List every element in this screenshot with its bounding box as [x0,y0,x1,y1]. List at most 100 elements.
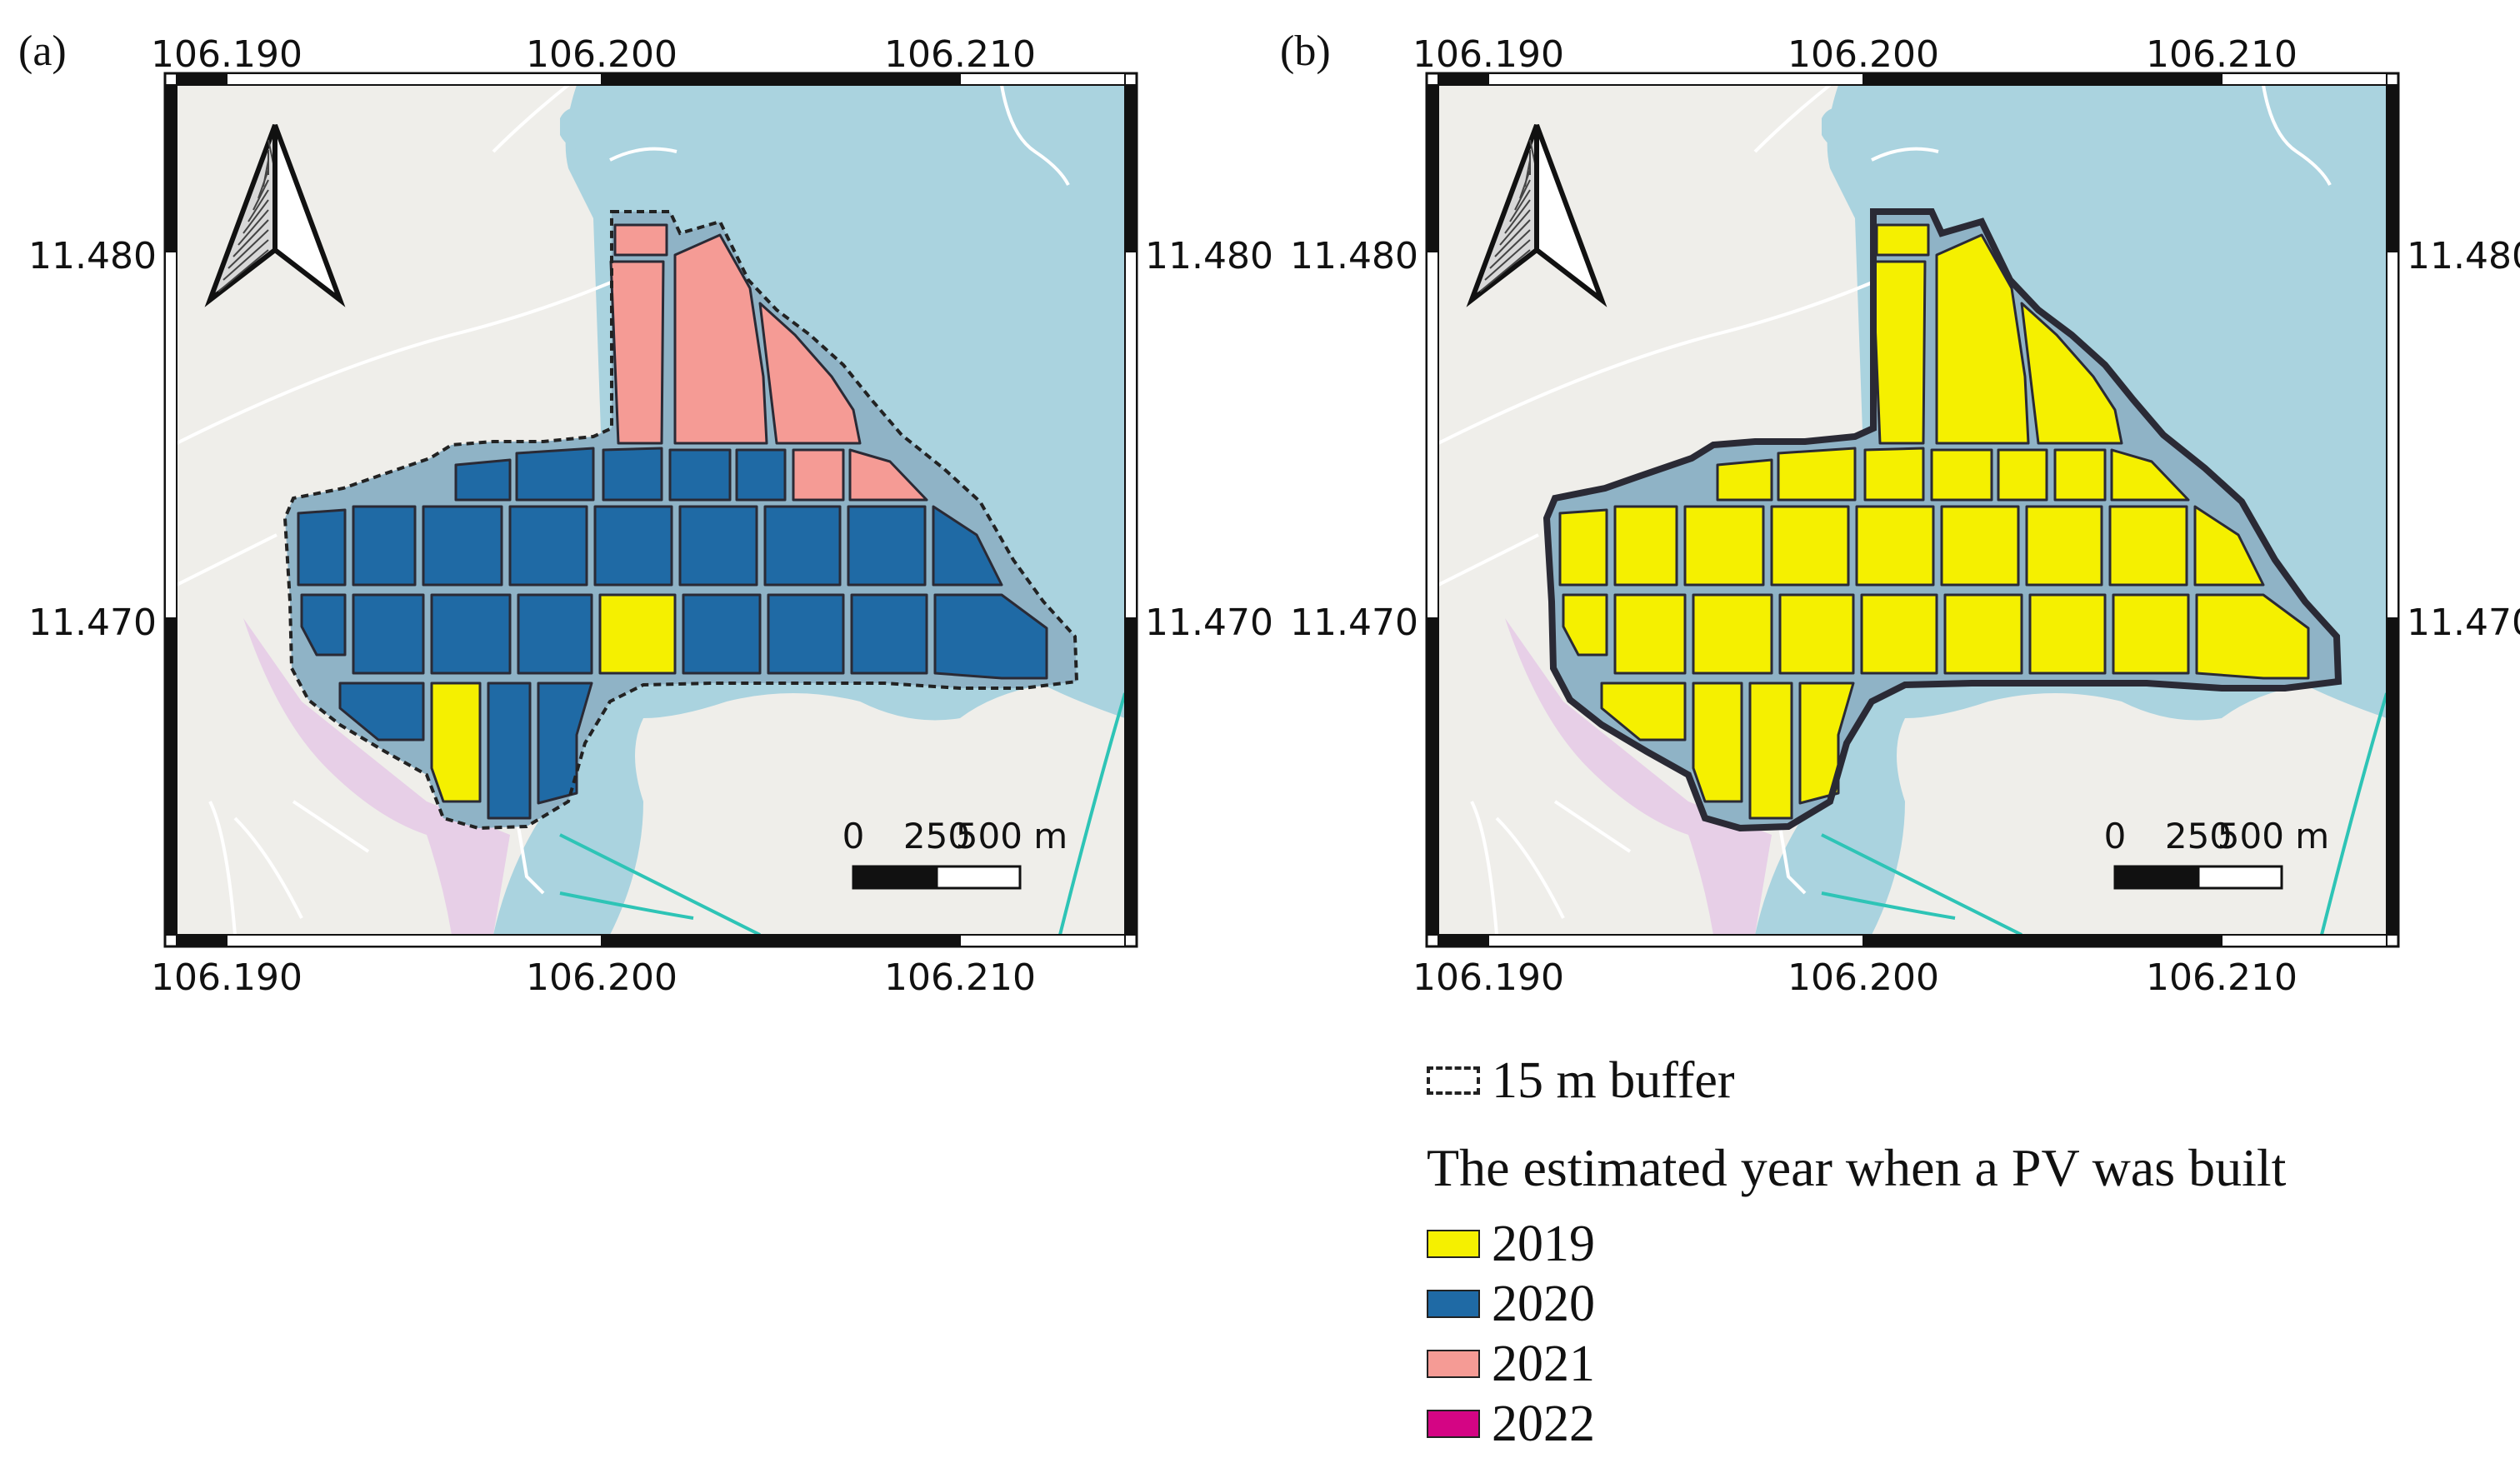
frame-bar-left [164,251,178,619]
buffer-outline [1542,208,2342,832]
frame-bar-left [164,617,178,936]
frame-bar-left [164,84,178,252]
pv-block [1875,223,1930,257]
road-line [1871,147,1939,162]
longitude-label-top: 106.210 [884,33,1036,76]
pv-block [297,508,347,587]
longitude-label-bottom: 106.190 [1412,956,1564,999]
buffer-label: 15 m buffer [1492,1052,1735,1109]
pv-block [1716,458,1773,502]
pv-block [602,447,663,502]
pv-block [487,682,532,820]
north-arrow-hatch [242,199,269,234]
north-arrow-hatch [238,209,269,246]
swatch-2021 [1427,1350,1480,1378]
frame-bar-bottom [1488,934,1864,947]
longitude-label-top: 106.190 [1412,33,1564,76]
panel-label: (b) [1280,27,1331,75]
pv-block [1692,682,1743,803]
pv-block [758,302,862,445]
pv-block [2053,448,2107,502]
frame-bar-bottom [176,934,228,947]
frame-bar-bottom [1438,934,1489,947]
pv-block [1558,508,1608,587]
pv-block [763,505,842,587]
road-line [1438,267,1906,445]
road-line [1470,801,1498,936]
pv-block [613,223,668,257]
pv-block [1778,593,1855,675]
map-frame-a [163,72,1138,948]
latitude-label-right: 11.470 [2407,602,2520,644]
pv-block [2020,302,2123,445]
scale-bar-white [2197,865,2283,890]
legend-item-2019: 2019 [1427,1215,1595,1273]
water-area [560,107,593,152]
legend-label-2020: 2020 [1492,1276,1595,1332]
frame-bar-bottom [601,934,961,947]
scale-label: 250 [903,816,970,856]
road-line [1000,84,1070,186]
pv-block [1855,505,1935,587]
pv-block [517,593,593,675]
legend-item-2020: 2020 [1427,1275,1595,1333]
north-arrow-hatch [232,219,269,257]
stream-line [1821,891,1956,920]
buffer-outline [282,210,1079,831]
pv-block [537,682,593,805]
north-arrow-hatch [228,229,269,269]
frame-bar-right [2386,251,2399,619]
pv-block [609,260,665,445]
north-arrow-hatch [1479,249,1531,292]
pv-block [422,505,503,587]
pv-block [735,448,787,502]
frame-bar-right [1124,251,1138,619]
latitude-label-right: 11.480 [2407,235,2520,277]
scale-label: 0 [842,816,865,856]
north-arrow-hatch [1514,179,1531,211]
stream-line [559,833,761,936]
frame-bar-left [1426,251,1439,619]
pv-block [1683,505,1765,587]
buffer-swatch [1427,1066,1480,1095]
pv-block [1930,448,1993,502]
pv-block [300,593,347,657]
pv-block [2112,593,2190,675]
pv-block [1613,505,1678,587]
pv-block [767,593,845,675]
scale-bar-black [852,865,938,890]
pv-block [933,593,1048,680]
pv-block [515,447,595,502]
frame-bar-right [1124,84,1138,252]
pv-block [1748,682,1793,820]
legend-item-2022: 2022 [1427,1395,1595,1453]
north-arrow-icon [204,123,346,307]
map-frame-b [1425,72,2400,948]
scale-label: 500 m [2218,816,2329,856]
road-line [1495,816,1565,919]
panel-label: (a) [18,27,67,75]
pv-block [682,593,762,675]
legend-label-2019: 2019 [1492,1216,1595,1272]
pv-block [1860,593,1938,675]
north-arrow-hatch [218,249,269,292]
road-line [233,816,303,919]
longitude-label-top: 106.200 [526,33,678,76]
pv-block [338,682,425,741]
pv-block [847,505,927,587]
swatch-2020 [1427,1290,1480,1318]
longitude-label-bottom: 106.200 [1788,956,1939,999]
longitude-label-top: 106.210 [2146,33,2298,76]
frame-bar-bottom [1862,934,2222,947]
pv-block [352,505,417,587]
pv-block [2193,505,2265,587]
scale-label: 250 [2165,816,2232,856]
pv-block [673,233,768,445]
pv-block [1562,593,1608,657]
pv-block [1770,505,1850,587]
pv-block [678,505,758,587]
north-arrow-hatch [1509,189,1531,222]
